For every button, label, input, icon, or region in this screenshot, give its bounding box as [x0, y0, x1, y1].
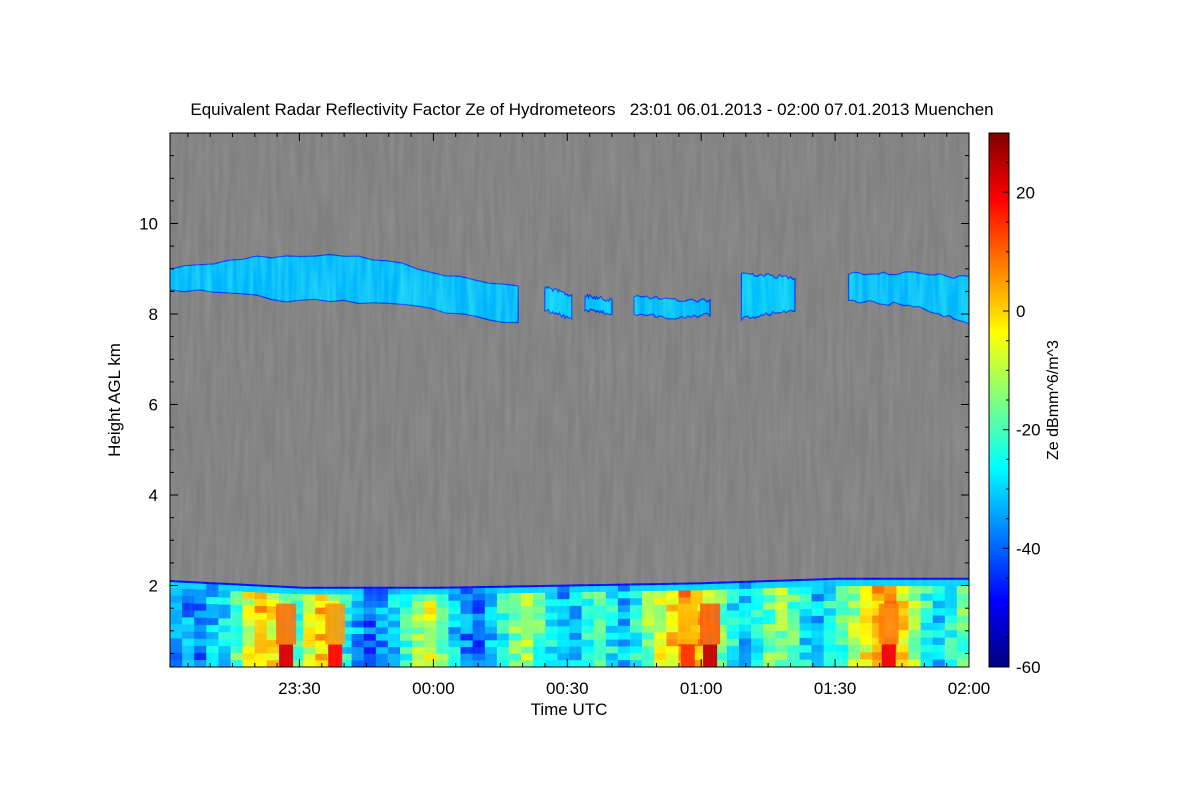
plot-area — [169, 132, 970, 668]
x-tick-label: 00:30 — [546, 679, 589, 698]
y-tick-label: 8 — [149, 305, 158, 324]
colorbar-label: Ze dBmm^6/m^3 — [1045, 340, 1062, 460]
colorbar-tick-label: 20 — [1016, 183, 1035, 202]
streak-texture — [170, 133, 969, 667]
colorbar-tick-label: -60 — [1016, 658, 1041, 677]
colorbar-tick-label: -20 — [1016, 421, 1041, 440]
x-axis-label: Time UTC — [531, 700, 608, 719]
colorbar-tick-label: 0 — [1016, 302, 1025, 321]
x-tick-label: 23:30 — [278, 679, 321, 698]
x-tick-label: 00:00 — [412, 679, 455, 698]
y-tick-label: 6 — [149, 396, 158, 415]
plot-frame — [169, 132, 970, 668]
x-tick-label: 01:00 — [680, 679, 723, 698]
lower-precipitation-layer — [170, 133, 969, 667]
x-tick-label: 01:30 — [814, 679, 857, 698]
colorbar: 20 0 -20 -40 -60 Ze dBmm^6/m^3 — [988, 132, 1062, 677]
colorbar-tick-label: -40 — [1016, 539, 1041, 558]
y-tick-label: 4 — [149, 486, 158, 505]
x-axis: 23:30 00:00 00:30 01:00 01:30 02:00 — [187, 133, 991, 698]
x-tick-label: 02:00 — [948, 679, 991, 698]
y-tick-label: 10 — [139, 215, 158, 234]
y-axis: 2 4 6 8 10 — [139, 155, 969, 654]
colorbar-ticks: 20 0 -20 -40 -60 — [1003, 162, 1041, 677]
chart-title: Equivalent Radar Reflectivity Factor Ze … — [190, 100, 993, 119]
y-tick-label: 2 — [149, 577, 158, 596]
y-axis-label: Height AGL km — [105, 343, 124, 457]
